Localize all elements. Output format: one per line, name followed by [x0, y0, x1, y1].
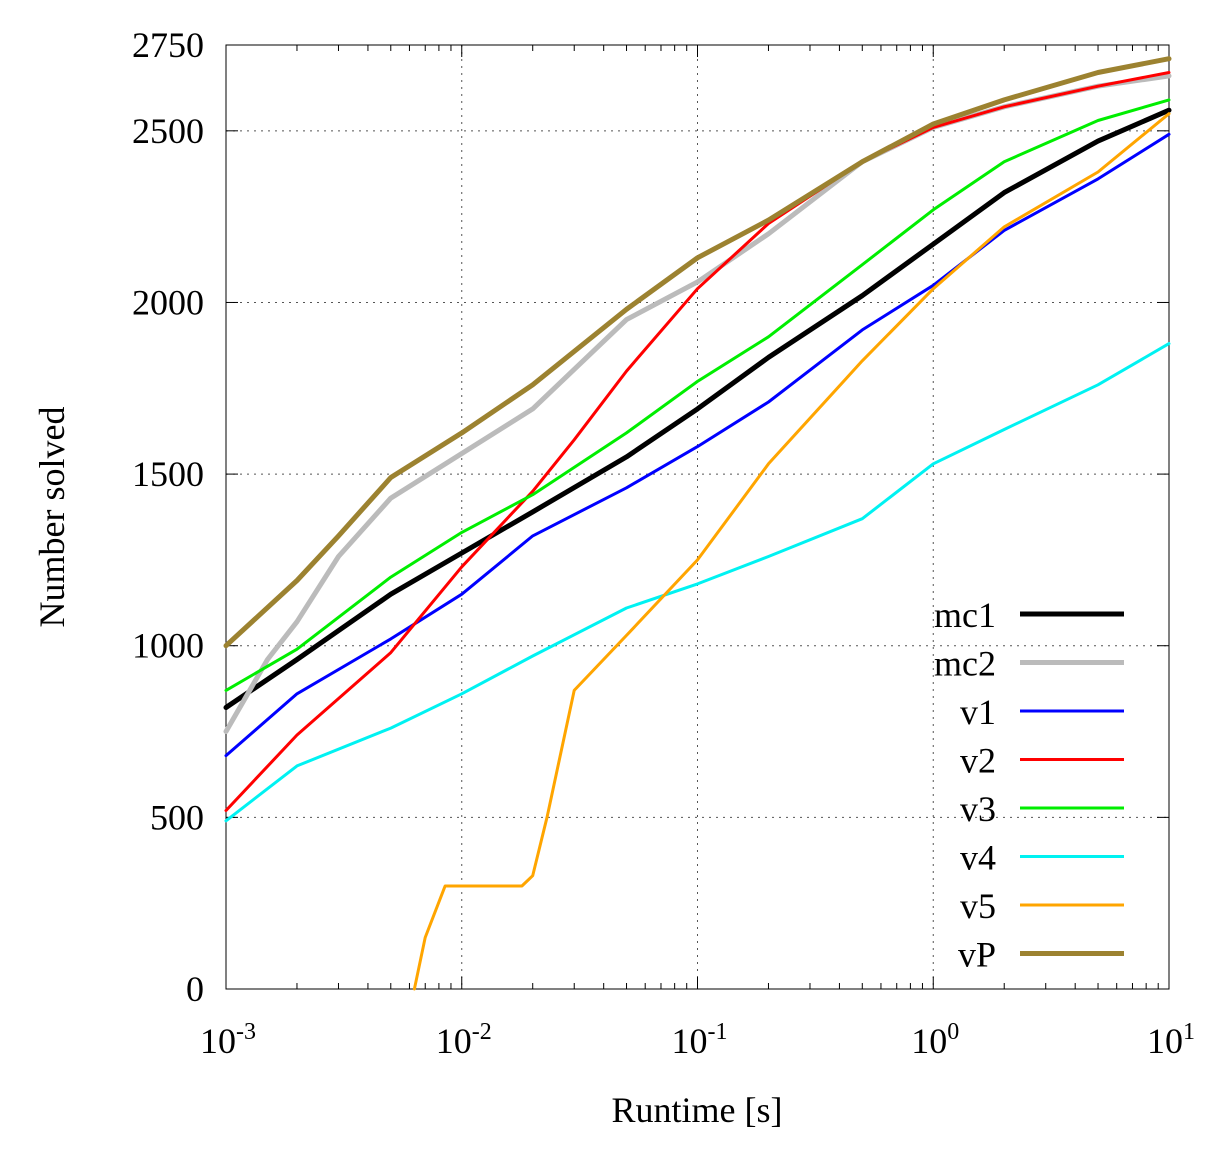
- series-line-v2: [224, 71, 1171, 812]
- y-tick-label: 1000: [132, 626, 204, 666]
- legend-label-mc1: mc1: [934, 595, 996, 635]
- legend-label-v1: v1: [960, 692, 996, 732]
- legend-label-v5: v5: [960, 886, 996, 926]
- x-tick-base: 10: [911, 1021, 947, 1061]
- legend-label-mc2: mc2: [934, 644, 996, 684]
- x-tick-exponent: 0: [947, 1019, 959, 1045]
- series-line-v5: [412, 112, 1171, 991]
- x-tick-exponent: -1: [708, 1019, 728, 1045]
- x-axis-label: Runtime [s]: [612, 1090, 783, 1130]
- y-tick-label: 500: [150, 797, 204, 837]
- x-tick-base: 10: [672, 1021, 708, 1061]
- y-tick-label: 1500: [132, 454, 204, 494]
- legend-label-vP: vP: [958, 935, 996, 975]
- legend-label-v4: v4: [960, 838, 996, 878]
- series-line-v4: [224, 342, 1171, 823]
- x-tick-exponent: -3: [236, 1019, 256, 1045]
- x-tick-label: 10-1: [672, 1019, 728, 1061]
- series-lines: [223, 56, 1172, 991]
- y-tick-label: 0: [186, 969, 204, 1009]
- x-tick-label: 10-2: [436, 1019, 492, 1061]
- x-tick-exponent: 1: [1183, 1019, 1195, 1045]
- x-tick-base: 10: [436, 1021, 472, 1061]
- x-tick-base: 10: [1147, 1021, 1183, 1061]
- series-line-vP: [223, 56, 1172, 649]
- y-axis-label: Number solved: [32, 407, 72, 628]
- legend-label-v3: v3: [960, 789, 996, 829]
- y-tick-label: 2500: [132, 111, 204, 151]
- legend: mc1 mc2 v1 v2 v3 v4 v5 vP: [934, 595, 1124, 975]
- x-tick-label: 101: [1147, 1019, 1195, 1061]
- x-tick-label: 100: [911, 1019, 959, 1061]
- y-tick-label: 2000: [132, 282, 204, 322]
- x-tick-base: 10: [200, 1021, 236, 1061]
- series-line-v3: [224, 98, 1171, 692]
- legend-label-v2: v2: [960, 741, 996, 781]
- series-line-mc1: [223, 107, 1172, 710]
- series-line-v1: [224, 132, 1171, 758]
- y-tick-label: 2750: [132, 25, 204, 65]
- grid: [226, 45, 1169, 989]
- x-tick-exponent: -2: [472, 1019, 492, 1045]
- x-tick-label: 10-3: [200, 1019, 256, 1061]
